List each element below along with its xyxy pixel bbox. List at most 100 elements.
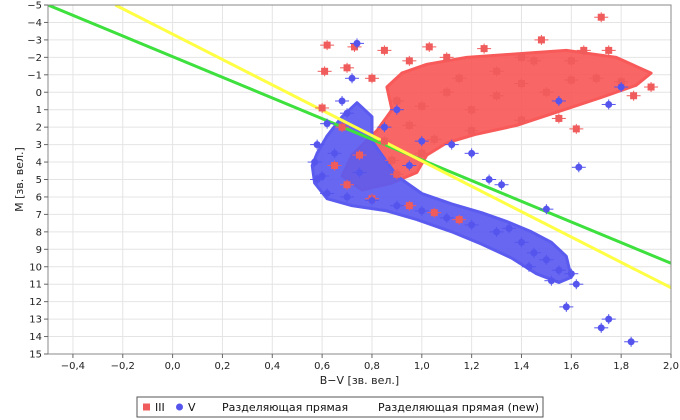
data-point-iii xyxy=(468,106,476,114)
point-cloud-v xyxy=(310,101,573,284)
data-point-v xyxy=(555,266,563,274)
data-point-iii xyxy=(567,57,575,65)
legend-swatch-v xyxy=(176,403,183,411)
data-point-v xyxy=(572,280,580,288)
data-point-iii xyxy=(517,53,525,61)
data-point-iii xyxy=(443,53,451,61)
data-point-iii xyxy=(455,216,463,224)
data-point-v xyxy=(485,176,493,183)
data-point-iii xyxy=(338,123,346,131)
x-tick-label: −0,2 xyxy=(111,361,135,372)
data-point-iii xyxy=(425,43,433,51)
y-tick-label: 2 xyxy=(36,123,42,134)
data-point-iii xyxy=(630,92,638,100)
legend-swatch-iii xyxy=(143,403,150,411)
data-point-iii xyxy=(567,76,575,84)
data-point-v xyxy=(542,205,550,213)
separating-lines xyxy=(48,5,671,290)
data-point-v xyxy=(468,221,476,229)
data-point-iii xyxy=(430,135,438,143)
data-point-iii xyxy=(493,67,501,75)
data-point-iii xyxy=(617,78,625,86)
data-point-iii xyxy=(597,13,605,21)
data-point-v xyxy=(597,324,605,332)
data-point-v xyxy=(353,39,361,47)
data-point-v xyxy=(348,74,356,82)
data-point-iii xyxy=(580,46,588,54)
y-tick-label: 9 xyxy=(36,245,42,256)
data-point-iii xyxy=(343,181,351,189)
data-point-v xyxy=(405,162,413,170)
data-point-v xyxy=(542,256,550,264)
x-tick-label: 0,6 xyxy=(314,361,330,372)
y-axis-label: M [зв. вел.] xyxy=(13,147,26,212)
data-point-iii xyxy=(405,57,413,65)
x-tick-label: 0,0 xyxy=(165,361,181,372)
x-tick-label: −0,4 xyxy=(61,361,85,372)
data-point-iii xyxy=(405,121,413,129)
data-point-iii xyxy=(430,209,438,217)
data-point-v xyxy=(505,224,513,232)
y-tick-label: 7 xyxy=(36,210,42,221)
series-line-Разделяющая-прямая xyxy=(48,5,671,265)
data-point-iii xyxy=(388,156,396,164)
y-tick-label: 5 xyxy=(36,175,42,186)
y-tick-label: −1 xyxy=(27,70,42,81)
data-point-v xyxy=(555,97,563,105)
data-point-v xyxy=(498,181,506,189)
data-point-v xyxy=(617,83,625,91)
data-point-v xyxy=(380,123,388,131)
y-tick-label: 3 xyxy=(36,140,42,151)
y-tick-label: 4 xyxy=(36,158,42,169)
data-point-v xyxy=(311,158,319,166)
data-point-v xyxy=(418,137,426,145)
data-point-iii xyxy=(351,43,359,51)
data-point-v xyxy=(368,196,376,204)
data-point-v xyxy=(605,100,613,108)
data-point-iii xyxy=(493,92,501,100)
y-tick-label: 13 xyxy=(29,315,42,326)
data-point-v xyxy=(547,277,555,285)
x-tick-label: 2,0 xyxy=(663,361,679,372)
point-clouds xyxy=(310,48,653,284)
data-point-v xyxy=(343,193,351,201)
y-tick-label: 8 xyxy=(36,227,42,238)
data-point-iii xyxy=(405,202,413,210)
x-tick-label: 1,4 xyxy=(514,361,530,372)
data-points xyxy=(307,12,659,347)
legend-label: III xyxy=(155,401,165,414)
y-tick-label: −3 xyxy=(27,35,42,46)
legend: III V Разделяющая прямая Разделяющая прямая… xyxy=(136,396,544,418)
data-point-iii xyxy=(418,149,426,157)
data-point-v xyxy=(331,149,339,157)
data-point-iii xyxy=(323,41,331,49)
data-point-v xyxy=(517,238,525,246)
legend-label: V xyxy=(188,401,196,414)
data-point-v xyxy=(318,172,326,180)
data-point-iii xyxy=(343,64,351,72)
data-point-v xyxy=(562,303,570,311)
y-tick-label: −4 xyxy=(27,18,42,29)
data-point-iii xyxy=(592,74,600,82)
data-point-iii xyxy=(537,36,545,44)
data-point-iii xyxy=(318,104,326,112)
y-tick-label: 14 xyxy=(29,332,42,343)
data-point-iii xyxy=(480,45,488,53)
data-point-iii xyxy=(455,74,463,82)
y-tick-label: 10 xyxy=(29,262,42,273)
data-point-iii xyxy=(368,74,376,82)
data-point-v xyxy=(393,106,401,114)
data-point-v xyxy=(393,202,401,210)
data-point-v xyxy=(525,263,533,271)
legend-label: Разделяющая прямая (new) xyxy=(378,401,539,414)
x-tick-label: 1,8 xyxy=(613,361,629,372)
data-point-iii xyxy=(517,80,525,88)
data-point-v xyxy=(418,207,426,215)
data-point-iii xyxy=(393,170,401,178)
data-point-v xyxy=(443,214,451,222)
y-tick-label: 11 xyxy=(29,280,42,291)
x-tick-label: 0,8 xyxy=(364,361,380,372)
data-point-v xyxy=(343,109,351,117)
data-point-v xyxy=(627,338,635,346)
